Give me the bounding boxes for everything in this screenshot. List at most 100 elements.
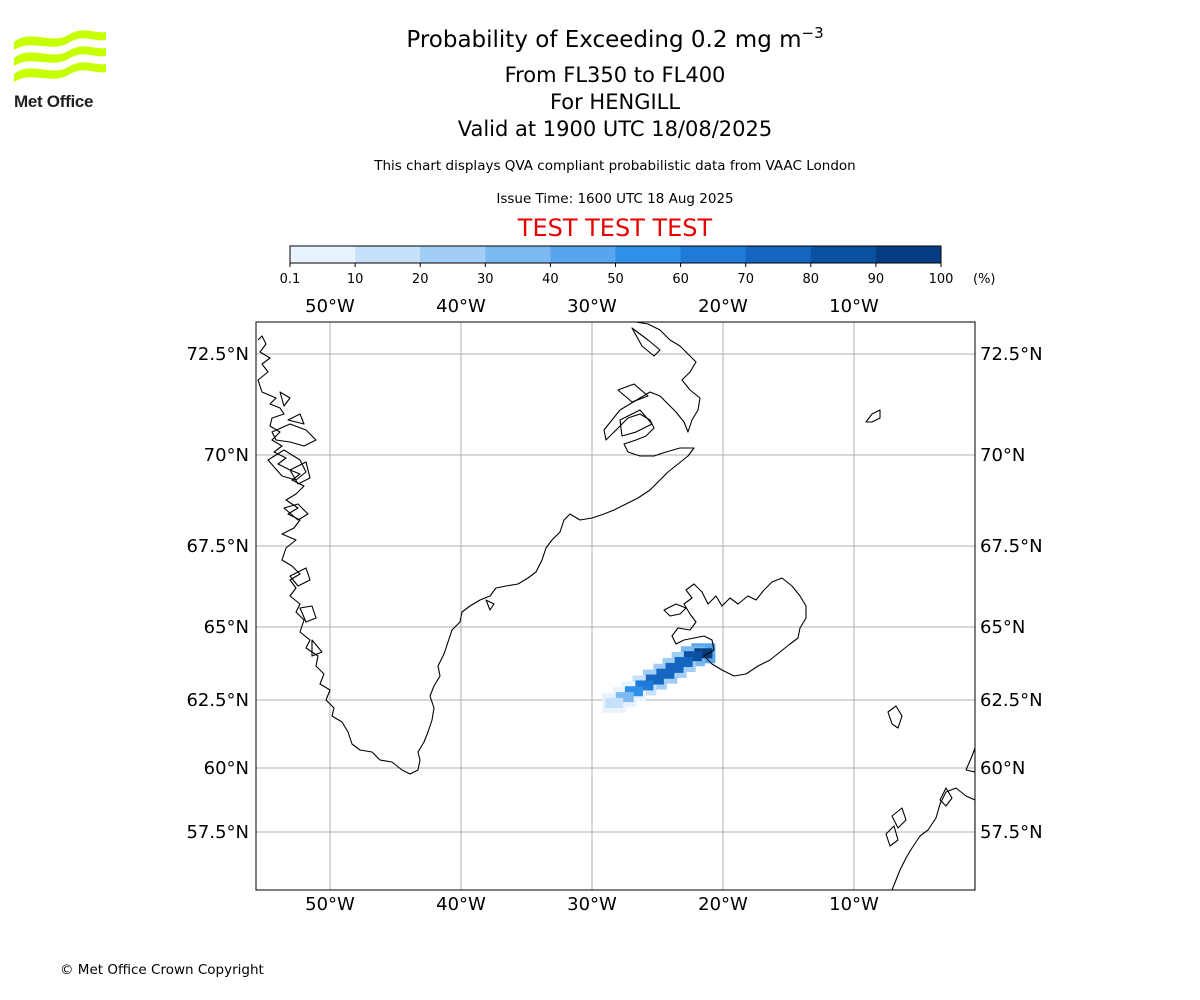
- colorbar-tick-label: 90: [868, 272, 885, 287]
- colorbar-tick-label: 30: [477, 272, 494, 287]
- lon-label-top: 20°W: [698, 296, 748, 317]
- colorbar-tick-label: 0.1: [280, 272, 301, 287]
- colorbar-unit: (%): [973, 272, 996, 287]
- greenland-fjord: [267, 449, 307, 481]
- copyright-notice: © Met Office Crown Copyright: [60, 962, 264, 978]
- plume-cell: [624, 686, 643, 697]
- lat-label-left: 72.5°N: [186, 344, 249, 365]
- hebrides-coast: [885, 825, 899, 847]
- test-banner: TEST TEST TEST: [517, 214, 713, 242]
- greenland-fjord: [289, 461, 311, 485]
- lat-label-right: 67.5°N: [980, 536, 1043, 557]
- lon-label-bottom: 50°W: [305, 894, 355, 915]
- shetland-coast: [939, 787, 953, 807]
- colorbar-tick-label: 50: [607, 272, 624, 287]
- hebrides-coast: [891, 807, 907, 829]
- colorbar-tick-label: 60: [672, 272, 689, 287]
- colorbar-swatch: [875, 246, 942, 263]
- plume-cell: [694, 648, 713, 659]
- greenland-fjord: [631, 327, 661, 357]
- greenland-coast-west: [257, 322, 701, 775]
- title-main: Probability of Exceeding 0.2 mg m: [406, 27, 802, 53]
- map-background: [256, 322, 975, 890]
- colorbar-swatch: [615, 246, 682, 263]
- axis-labels: 50°W 50°W 40°W 40°W 30°W 30°W 20°W 20°W 10°W 10°W…: [186, 296, 1042, 915]
- lat-label-right: 65°N: [980, 617, 1025, 638]
- colorbar-swatch: [810, 246, 877, 263]
- greenland-fjord: [311, 639, 323, 657]
- ash-plume: [602, 643, 716, 713]
- greenland-fjord: [617, 383, 649, 403]
- colorbar-tick-label: 20: [412, 272, 429, 287]
- colorbar-swatch: [485, 246, 551, 263]
- lon-label-top: 40°W: [436, 296, 486, 317]
- lat-label-right: 62.5°N: [980, 690, 1043, 711]
- colorbar-swatch: [745, 246, 812, 263]
- lon-label-bottom: 10°W: [829, 894, 879, 915]
- flight-level-range: From FL350 to FL400: [504, 63, 726, 87]
- colorbar-swatch: [355, 246, 421, 263]
- greenland-fjord: [289, 567, 311, 587]
- colorbar-tick-label: 10: [347, 272, 364, 287]
- coastlines: [257, 322, 975, 890]
- lat-label-left: 67.5°N: [186, 536, 249, 557]
- colorbar-swatch: [420, 246, 486, 263]
- lat-label-right: 60°N: [980, 758, 1025, 779]
- iceland-peninsula: [663, 603, 687, 617]
- lon-label-top: 50°W: [305, 296, 355, 317]
- lat-label-right: 72.5°N: [980, 344, 1043, 365]
- norway-coast: [965, 747, 975, 773]
- plume-cell: [674, 657, 693, 668]
- lat-label-left: 65°N: [204, 617, 249, 638]
- iceland-coast: [671, 577, 807, 677]
- greenland-fjord: [283, 503, 309, 521]
- greenland-fjord: [271, 423, 317, 447]
- valid-time: Valid at 1900 UTC 18/08/2025: [457, 117, 773, 141]
- logo-wordmark: Met Office: [14, 92, 94, 111]
- colorbar-tick-label: 100: [929, 272, 954, 287]
- colorbar-ticks: 0.1 10 20 30 40 50 60 70 80 90 100: [280, 263, 954, 287]
- colorbar-tick-label: 40: [542, 272, 559, 287]
- colorbar-tick-label: 70: [737, 272, 754, 287]
- plume-cell: [656, 668, 675, 679]
- colorbar-swatch: [550, 246, 616, 263]
- lon-label-top: 10°W: [829, 296, 879, 317]
- map-frame: [255, 321, 976, 891]
- plume-cell: [635, 680, 654, 691]
- plume-cell: [645, 674, 664, 685]
- lat-label-left: 57.5°N: [186, 822, 249, 843]
- gridlines: [256, 322, 975, 890]
- colorbar-tick-label: 80: [803, 272, 820, 287]
- plume-cell: [665, 662, 684, 673]
- lon-label-bottom: 30°W: [567, 894, 617, 915]
- scotland-coast: [891, 787, 975, 890]
- map: 50°W 50°W 40°W 40°W 30°W 30°W 20°W 20°W 10°W 10°W…: [186, 296, 1042, 915]
- plume-cell: [605, 697, 624, 708]
- colorbar-swatch: [290, 246, 356, 263]
- lat-label-right: 57.5°N: [980, 822, 1043, 843]
- faroe-islands-coast: [887, 705, 903, 729]
- greenland-fjord: [619, 409, 653, 437]
- lon-label-bottom: 40°W: [436, 894, 486, 915]
- colorbar: 0.1 10 20 30 40 50 60 70 80 90 100 (%): [280, 245, 996, 287]
- jan-mayen-coast: [865, 409, 881, 423]
- greenland-fjord: [287, 413, 305, 425]
- data-source-note: This chart displays QVA compliant probab…: [374, 158, 856, 174]
- met-office-logo: [14, 30, 106, 82]
- lat-label-left: 70°N: [204, 445, 249, 466]
- title-exponent: −3: [801, 24, 824, 42]
- lon-label-bottom: 20°W: [698, 894, 748, 915]
- lat-label-left: 60°N: [204, 758, 249, 779]
- lat-label-left: 62.5°N: [186, 690, 249, 711]
- plume-cell: [615, 692, 634, 703]
- issue-time: Issue Time: 1600 UTC 18 Aug 2025: [496, 191, 734, 207]
- lon-label-top: 30°W: [567, 296, 617, 317]
- colorbar-swatch: [680, 246, 747, 263]
- greenland-fjord: [279, 391, 291, 407]
- lat-label-right: 70°N: [980, 445, 1025, 466]
- chart-title: Probability of Exceeding 0.2 mg m−3: [0, 24, 1200, 53]
- volcano-name: For HENGILL: [549, 90, 681, 114]
- colorbar-swatches: [290, 246, 942, 263]
- plume-cell: [683, 651, 702, 662]
- greenland-fjord: [485, 599, 495, 611]
